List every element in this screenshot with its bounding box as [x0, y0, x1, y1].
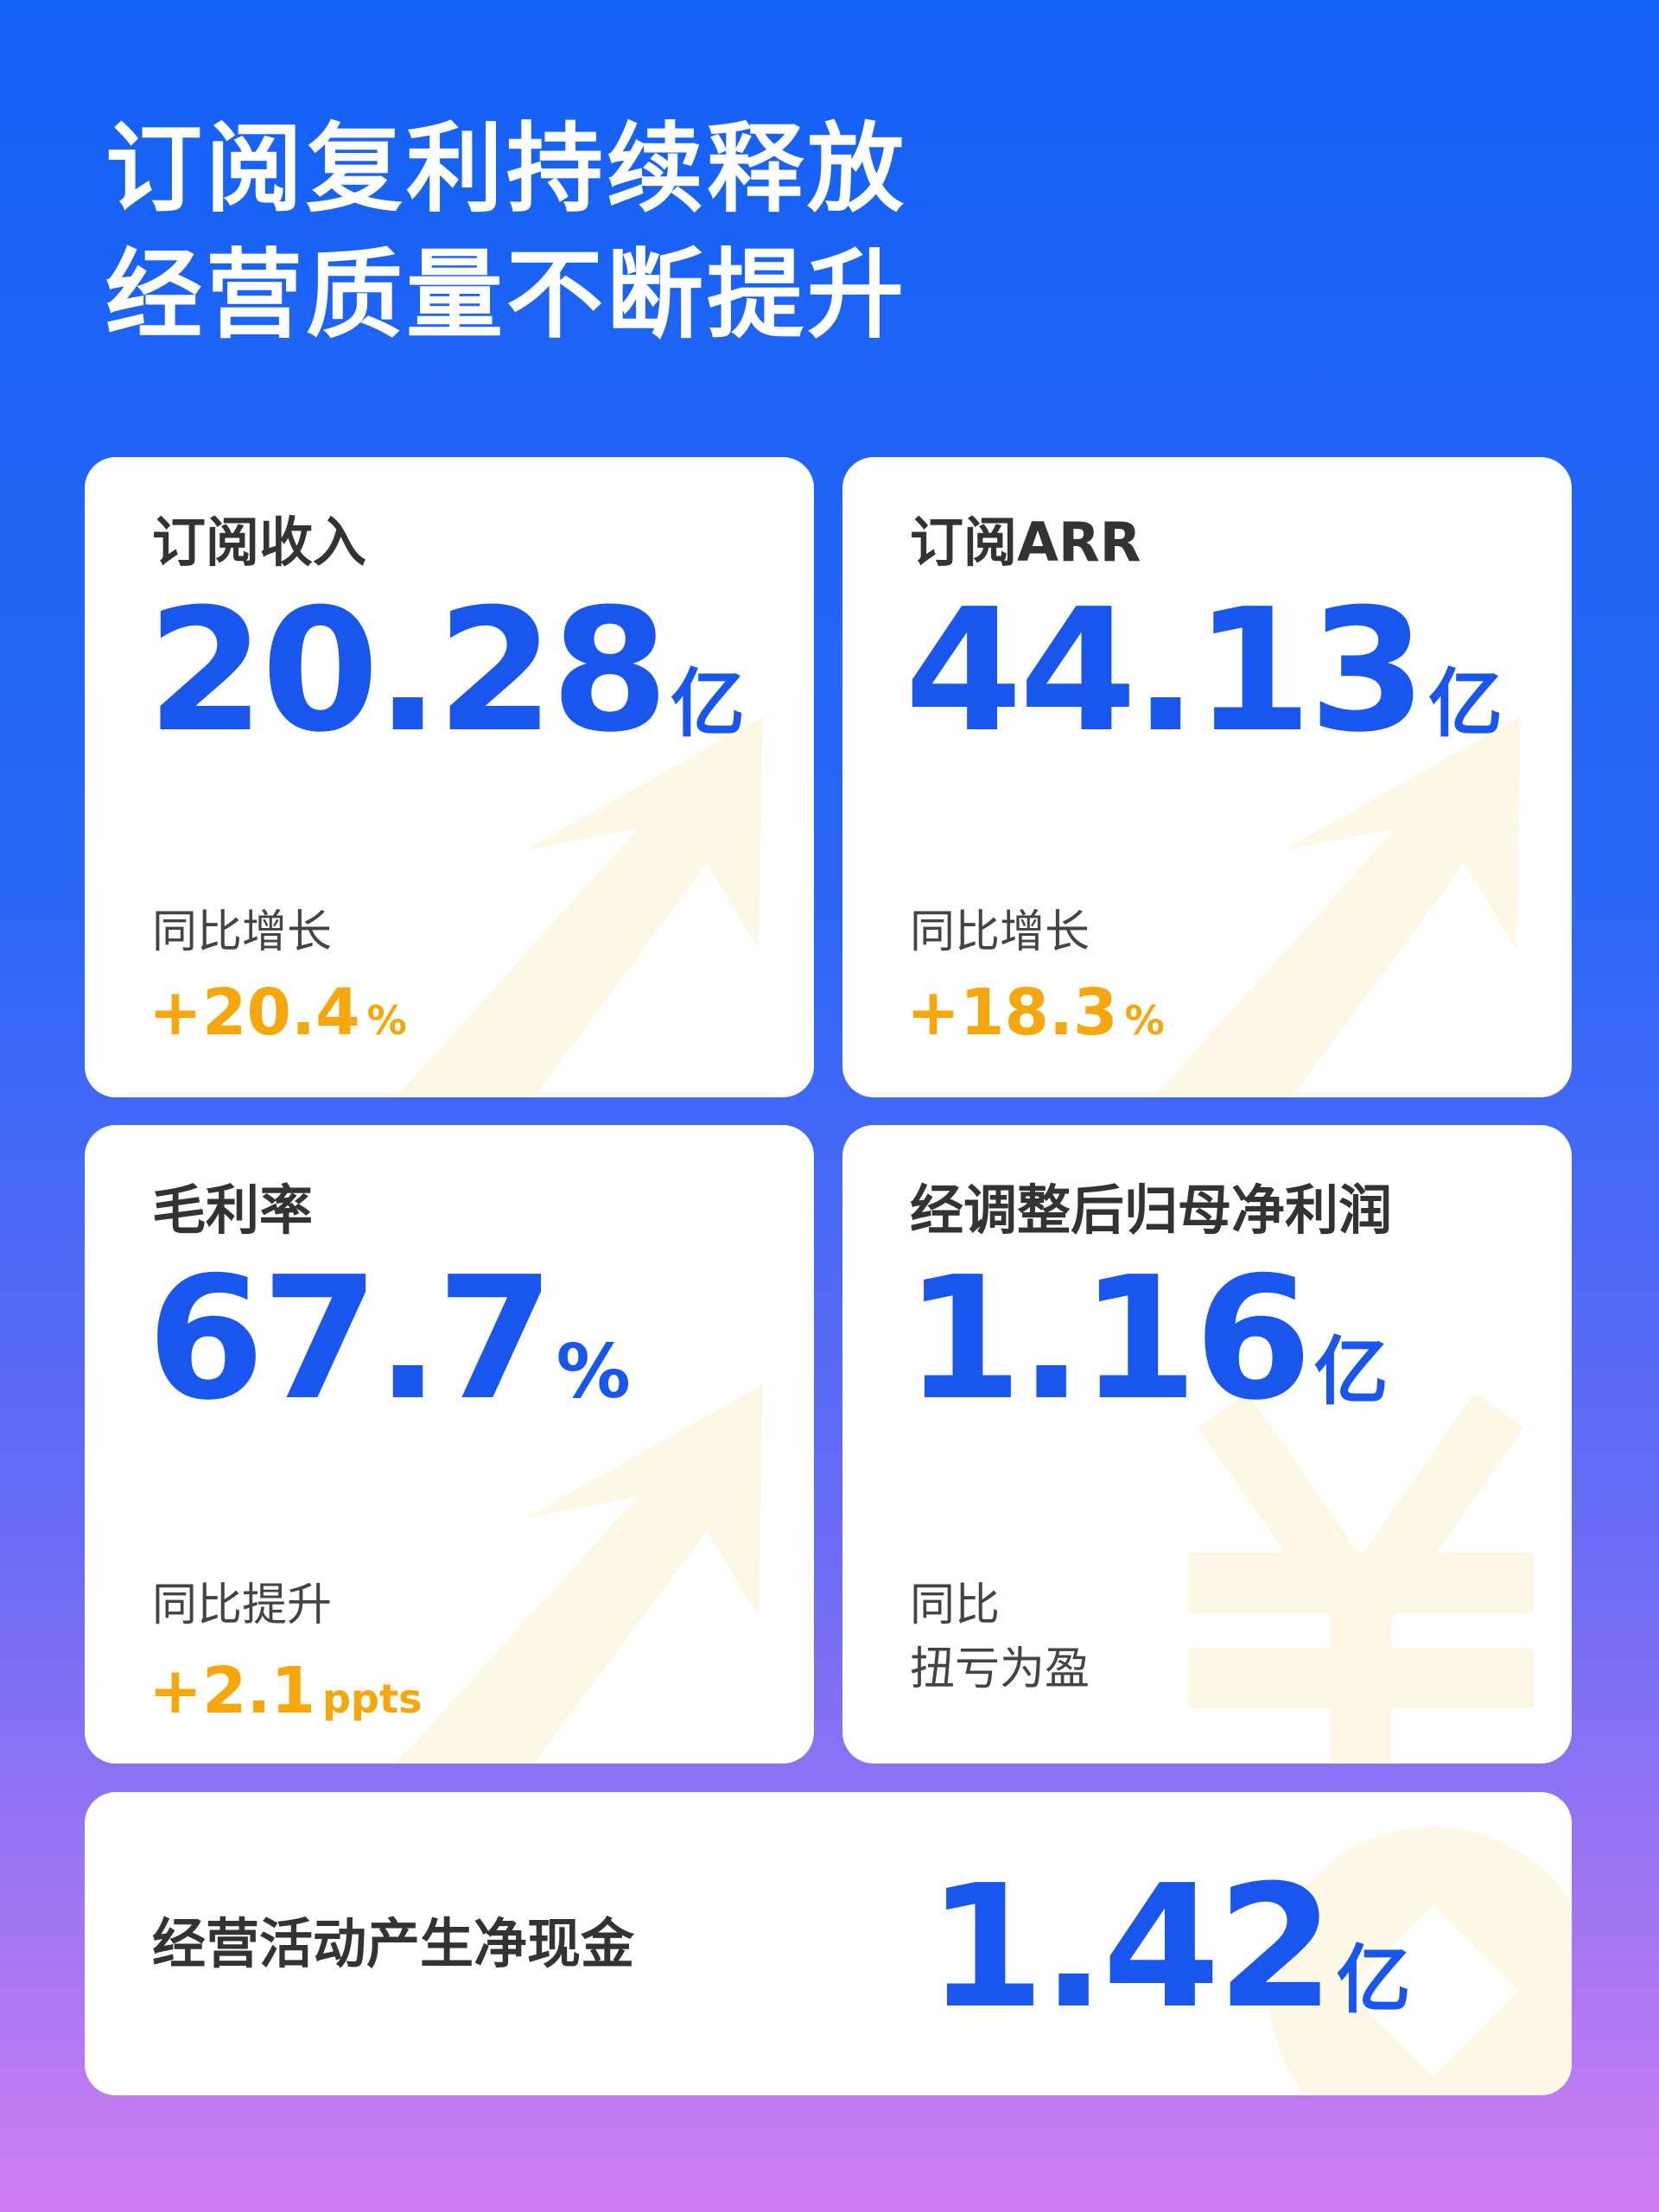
- yen-decoration: [1188, 1393, 1534, 1764]
- card-label: 订阅ARR: [910, 511, 1141, 574]
- title-line: 经营质量不断提升: [105, 239, 907, 352]
- sub-label: 同比增长: [910, 906, 1090, 958]
- sub-label: 同比增长: [152, 906, 333, 958]
- card-value: 44.13亿: [905, 587, 1503, 756]
- title-line: 订阅复利持续释放: [105, 113, 907, 226]
- card-label: 毛利率: [152, 1179, 314, 1242]
- change: +20.4%: [149, 981, 407, 1045]
- metric-card: 经营活动产生净现金 1.42亿: [85, 1792, 1572, 2095]
- unit: 亿: [1336, 1937, 1411, 2024]
- metric-card: 订阅ARR 44.13亿 同比增长 +18.3%: [842, 457, 1572, 1097]
- change: +18.3%: [906, 981, 1165, 1045]
- change-value: +18.3: [906, 976, 1118, 1050]
- card-label: 订阅收入: [152, 511, 367, 574]
- card-value: 1.42亿: [927, 1863, 1411, 2032]
- arrow-decoration: [1154, 716, 1521, 1097]
- change-unit: %: [366, 997, 407, 1044]
- value: 67.7: [147, 1241, 555, 1438]
- unit: %: [556, 1329, 631, 1415]
- arrow-decoration: [396, 1384, 763, 1764]
- arrow-decoration: [396, 716, 763, 1097]
- value: 1.16: [905, 1241, 1313, 1438]
- change-value: +2.1: [149, 1654, 316, 1728]
- card-value: 20.28亿: [147, 587, 745, 756]
- change-unit: %: [1124, 997, 1165, 1044]
- sub-line: 扭亏为盈: [910, 1643, 1090, 1695]
- metric-card: 订阅收入 20.28亿 同比增长 +20.4%: [85, 457, 814, 1097]
- value: 44.13: [905, 573, 1427, 770]
- unit: 亿: [1427, 661, 1503, 747]
- value: 20.28: [147, 573, 669, 770]
- card-label: 经营活动产生净现金: [152, 1912, 635, 1975]
- change-value: +20.4: [149, 976, 360, 1050]
- card-label: 经调整后归母净利润: [910, 1179, 1393, 1242]
- change-unit: ppts: [322, 1675, 423, 1722]
- value: 1.42: [927, 1849, 1335, 2046]
- card-value: 1.16亿: [905, 1255, 1389, 1424]
- change: +2.1 ppts: [149, 1659, 422, 1723]
- sub-label: 同比提升: [152, 1580, 333, 1631]
- metric-card: 毛利率 67.7% 同比提升 +2.1 ppts: [85, 1125, 814, 1764]
- unit: 亿: [670, 661, 745, 747]
- metric-card: 经调整后归母净利润 1.16亿 同比 扭亏为盈: [842, 1125, 1572, 1764]
- coin-decoration: [1268, 1827, 1572, 2095]
- sub-line: 同比: [910, 1580, 1001, 1631]
- unit: 亿: [1313, 1329, 1389, 1415]
- card-value: 67.7%: [147, 1255, 631, 1424]
